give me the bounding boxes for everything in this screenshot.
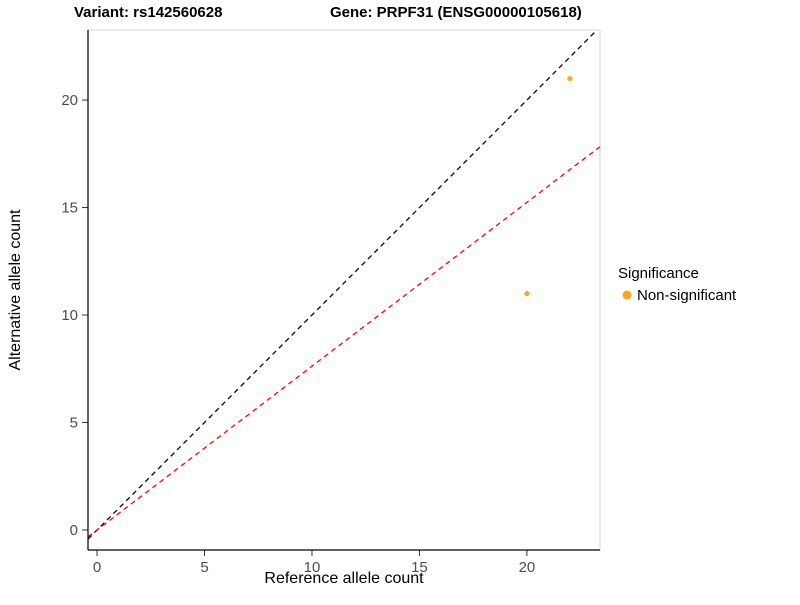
y-tick-label: 20	[61, 92, 78, 109]
data-point	[567, 75, 573, 82]
x-tick-label: 5	[200, 559, 208, 576]
y-tick-label: 0	[70, 522, 78, 539]
legend-title: Significance	[618, 265, 699, 282]
variant-title: Variant: rs142560628	[74, 4, 222, 21]
x-tick-label: 20	[519, 559, 536, 576]
x-tick-label: 0	[93, 559, 101, 576]
y-axis-title: Alternative allele count	[7, 209, 24, 371]
legend-key-dot	[622, 290, 632, 300]
x-axis-title: Reference allele count	[264, 570, 424, 587]
y-tick-label: 15	[61, 200, 78, 217]
y-tick-label: 5	[70, 415, 78, 432]
y-tick-label: 10	[61, 307, 78, 324]
data-points	[524, 75, 573, 297]
data-point	[524, 290, 530, 297]
gene-title: Gene: PRPF31 (ENSG00000105618)	[330, 4, 582, 21]
x-tick-label: 15	[411, 559, 428, 576]
plot-panel	[87, 29, 601, 551]
legend-item-label: Non-significant	[637, 287, 737, 304]
y-axis-ticks: 0 5 10 15 20	[61, 92, 88, 539]
reference-lines	[87, 29, 601, 540]
x-axis-ticks: 0 5 10 15 20	[93, 550, 535, 576]
identity-line	[87, 29, 598, 540]
legend: Significance Non-significant	[618, 265, 737, 304]
x-tick-label: 10	[304, 559, 321, 576]
